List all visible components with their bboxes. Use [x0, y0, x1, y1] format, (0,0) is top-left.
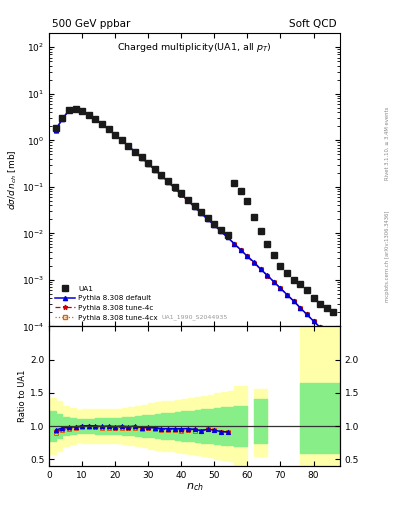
Y-axis label: Ratio to UA1: Ratio to UA1: [18, 370, 27, 422]
Y-axis label: $d\sigma/d\,n_{ch}$ [mb]: $d\sigma/d\,n_{ch}$ [mb]: [7, 150, 19, 210]
Legend: UA1, Pythia 8.308 default, Pythia 8.308 tune-4c, Pythia 8.308 tune-4cx: UA1, Pythia 8.308 default, Pythia 8.308 …: [53, 283, 160, 323]
X-axis label: $n_{ch}$: $n_{ch}$: [185, 481, 204, 493]
Text: UA1_1990_S2044935: UA1_1990_S2044935: [162, 315, 228, 321]
Text: Soft QCD: Soft QCD: [289, 19, 337, 29]
Text: Rivet 3.1.10, ≥ 3.4M events: Rivet 3.1.10, ≥ 3.4M events: [385, 106, 390, 180]
Text: 500 GeV ppbar: 500 GeV ppbar: [52, 19, 130, 29]
Text: mcplots.cern.ch [arXiv:1306.3436]: mcplots.cern.ch [arXiv:1306.3436]: [385, 210, 390, 302]
Text: Charged multiplicity(UA1, all $p_T$): Charged multiplicity(UA1, all $p_T$): [117, 40, 272, 54]
